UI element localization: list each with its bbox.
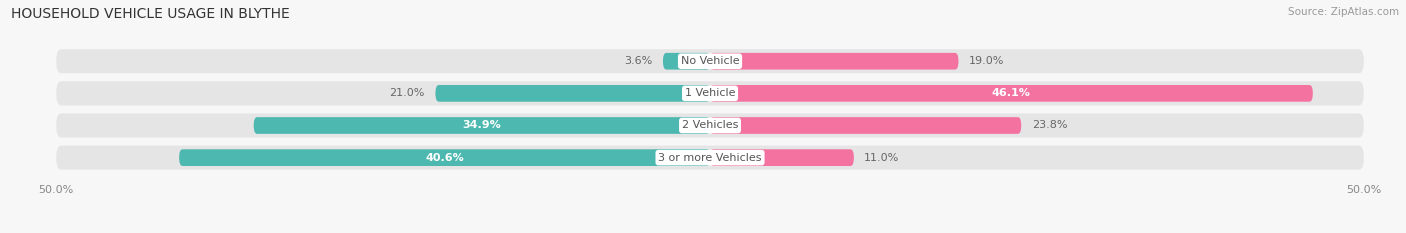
FancyBboxPatch shape: [664, 53, 710, 70]
Text: 34.9%: 34.9%: [463, 120, 501, 130]
Text: 3.6%: 3.6%: [624, 56, 652, 66]
FancyBboxPatch shape: [710, 53, 959, 70]
Text: 21.0%: 21.0%: [389, 88, 425, 98]
Text: HOUSEHOLD VEHICLE USAGE IN BLYTHE: HOUSEHOLD VEHICLE USAGE IN BLYTHE: [11, 7, 290, 21]
Text: 11.0%: 11.0%: [865, 153, 900, 163]
Text: 40.6%: 40.6%: [425, 153, 464, 163]
FancyBboxPatch shape: [253, 117, 710, 134]
FancyBboxPatch shape: [436, 85, 710, 102]
Text: 3 or more Vehicles: 3 or more Vehicles: [658, 153, 762, 163]
FancyBboxPatch shape: [710, 85, 1313, 102]
Text: 2 Vehicles: 2 Vehicles: [682, 120, 738, 130]
FancyBboxPatch shape: [179, 149, 710, 166]
FancyBboxPatch shape: [56, 49, 1364, 73]
FancyBboxPatch shape: [710, 117, 1021, 134]
Text: 19.0%: 19.0%: [969, 56, 1004, 66]
FancyBboxPatch shape: [56, 81, 1364, 105]
FancyBboxPatch shape: [56, 146, 1364, 170]
Text: 1 Vehicle: 1 Vehicle: [685, 88, 735, 98]
Text: No Vehicle: No Vehicle: [681, 56, 740, 66]
Text: 46.1%: 46.1%: [993, 88, 1031, 98]
Text: Source: ZipAtlas.com: Source: ZipAtlas.com: [1288, 7, 1399, 17]
Text: 23.8%: 23.8%: [1032, 120, 1067, 130]
FancyBboxPatch shape: [56, 113, 1364, 137]
FancyBboxPatch shape: [710, 149, 853, 166]
